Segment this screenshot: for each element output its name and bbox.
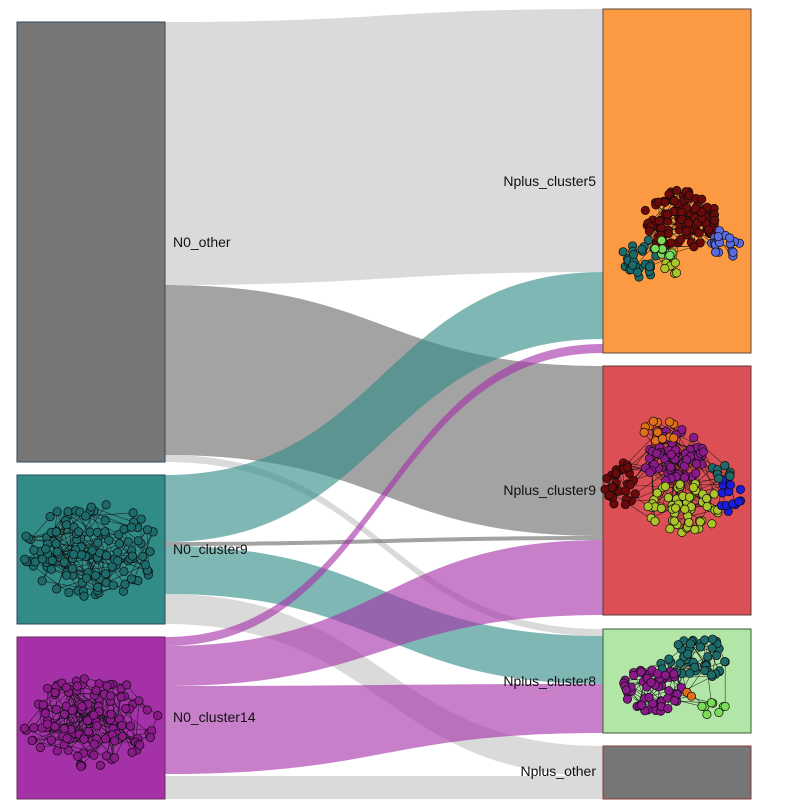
flow-n0-cluster14-to-nplus-cluster9 <box>165 540 603 686</box>
network-graph-nplus-cluster8 <box>619 634 730 719</box>
label-nplus-cluster9: Nplus_cluster9 <box>503 482 596 498</box>
network-graph-n0-cluster14-nodes <box>19 674 163 771</box>
flow-n0-cluster14-to-nplus-other <box>165 776 603 799</box>
label-layer: N0_other N0_cluster9 N0_cluster14 Nplus_clu… <box>173 173 596 779</box>
label-n0-cluster14: N0_cluster14 <box>173 709 256 725</box>
label-nplus-other: Nplus_other <box>521 763 597 779</box>
node-n0-other[interactable] <box>16 21 166 463</box>
label-n0-cluster9: N0_cluster9 <box>173 541 248 557</box>
node-nplus-other[interactable] <box>602 745 752 800</box>
network-graph-nplus-cluster9-nodes <box>600 416 746 538</box>
network-graph-n0-cluster9 <box>20 500 158 601</box>
flow-n0-other-to-nplus-cluster8 <box>165 455 603 636</box>
flow-n0-cluster9-to-nplus-cluster5 <box>165 272 603 542</box>
node-layer <box>16 8 752 800</box>
flow-layer <box>165 9 603 799</box>
label-n0-other: N0_other <box>173 234 231 250</box>
flow-n0-cluster9-to-nplus-cluster9 <box>165 536 603 546</box>
label-nplus-cluster8: Nplus_cluster8 <box>503 673 596 689</box>
network-graph-nplus-cluster8-nodes <box>619 634 730 719</box>
network-graph-nplus-cluster9 <box>600 416 746 538</box>
node-nplus-cluster5[interactable] <box>602 8 752 354</box>
network-graph-nplus-cluster5 <box>618 185 745 282</box>
network-graph-n0-cluster14 <box>19 674 163 771</box>
flow-n0-other-to-nplus-cluster5 <box>165 9 603 285</box>
flow-n0-cluster14-to-nplus-cluster5 <box>165 344 603 646</box>
network-graph-nplus-cluster5-nodes <box>618 185 745 282</box>
network-graph-n0-cluster9-nodes <box>20 500 158 601</box>
label-nplus-cluster5: Nplus_cluster5 <box>503 173 596 189</box>
flow-n0-cluster14-to-nplus-cluster8 <box>165 684 603 774</box>
